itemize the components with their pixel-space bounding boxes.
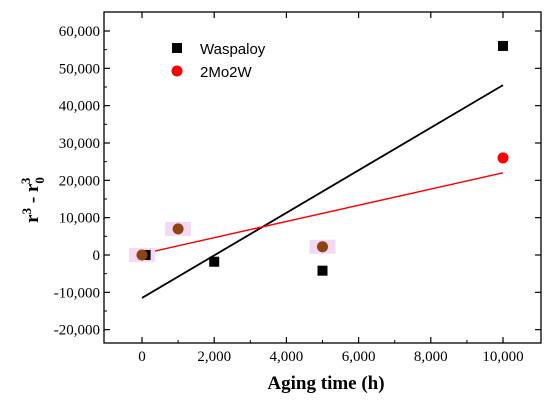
x-tick-label: 6,000: [342, 349, 376, 365]
y-tick-label: 40,000: [59, 99, 100, 115]
x-tick-label: 8,000: [414, 349, 448, 365]
legend-label-waspaloy: Waspaloy: [200, 41, 266, 58]
fit-line-2mo2w: [141, 172, 504, 255]
x-tick-label: 2,000: [197, 349, 231, 365]
fit-lines: [141, 84, 504, 299]
x-tick-label: 10,000: [482, 349, 523, 365]
point-waspaloy: [317, 265, 328, 276]
x-axis-title: Aging time (h): [267, 373, 384, 394]
point-waspaloy: [498, 40, 508, 51]
point-2mo2w: [172, 223, 184, 235]
plot-frame: [103, 11, 542, 344]
x-tick-label: 4,000: [270, 349, 304, 365]
y-axis-title-minus: -: [22, 192, 43, 208]
legend: Waspaloy 2Mo2W: [171, 41, 266, 81]
fit-line-waspaloy: [141, 84, 504, 299]
y-tick-label: -20,000: [54, 323, 100, 339]
y-axis-title-base2: r: [22, 183, 43, 192]
y-tick-label: -10,000: [54, 285, 100, 301]
y-tick-label: 20,000: [59, 173, 100, 189]
x-tick-label: 0: [138, 349, 146, 365]
point-2mo2w: [317, 241, 328, 253]
legend-marker-waspaloy: [172, 43, 182, 53]
legend-marker-2mo2w: [171, 65, 183, 77]
y-axis-title: r3 - r03: [18, 177, 47, 223]
point-2mo2w: [497, 152, 509, 164]
y-axis-title-sub2: 0: [32, 177, 47, 184]
y-tick-label: 10,000: [59, 211, 100, 227]
legend-label-2mo2w: 2Mo2W: [200, 64, 253, 81]
point-2mo2w: [136, 249, 148, 261]
y-axis-title-sup2: 3: [18, 177, 33, 184]
y-axis-title-sup1: 3: [19, 207, 34, 214]
y-tick-label: 60,000: [59, 24, 100, 40]
point-waspaloy: [209, 256, 220, 267]
y-tick-label: 0: [93, 248, 101, 264]
y-tick-label: 50,000: [59, 61, 100, 77]
axes: 0 2,000 4,000 6,000 8,000 10,000 -20,000 -10,00…: [54, 11, 542, 365]
data-points: [129, 40, 509, 276]
y-tick-label: 30,000: [59, 136, 100, 152]
y-axis-title-base1: r: [22, 214, 43, 223]
